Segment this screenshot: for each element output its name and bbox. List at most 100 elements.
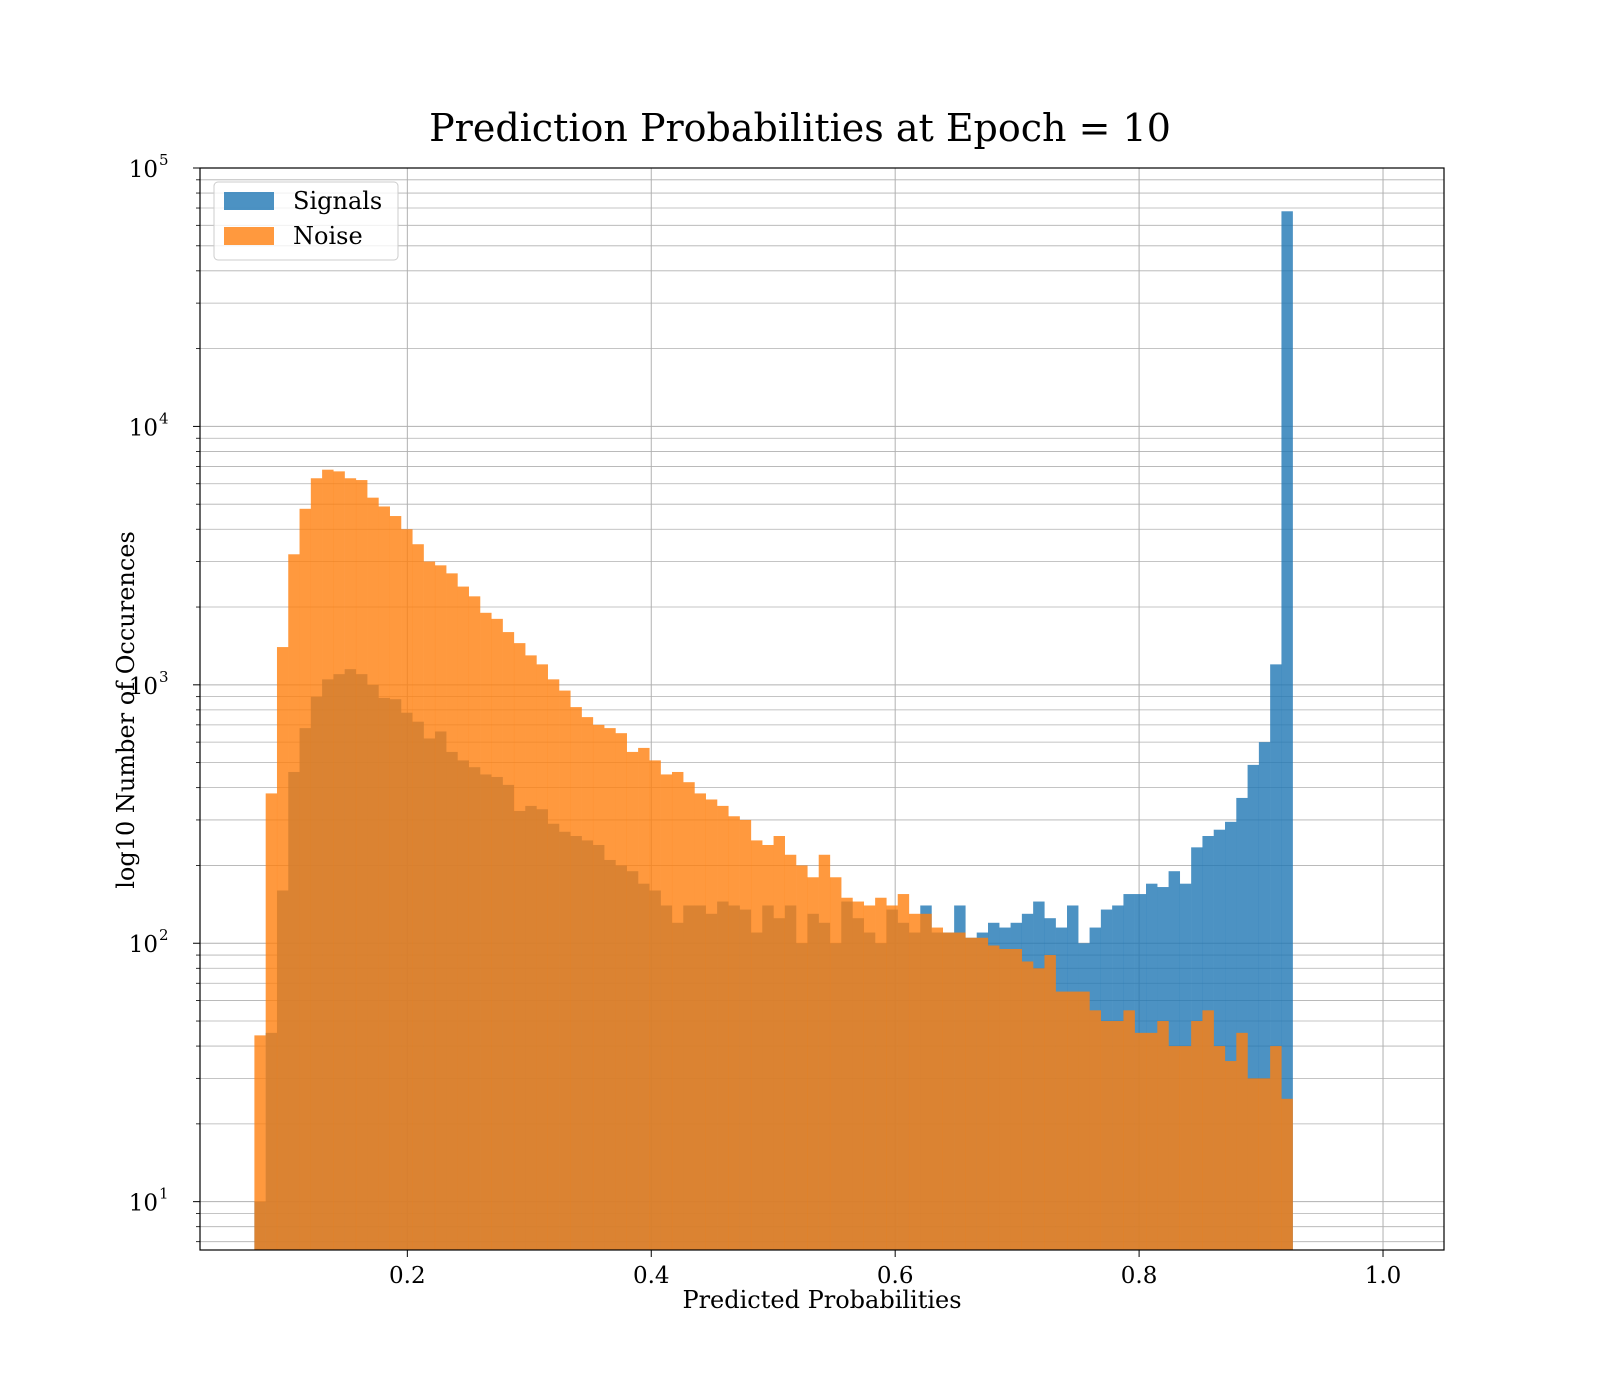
bar-noise xyxy=(423,561,436,1250)
histogram-bars xyxy=(254,211,1293,1251)
bar-noise xyxy=(525,655,537,1250)
x-axis-label: Predicted Probabilities xyxy=(682,1286,961,1314)
bar-signals xyxy=(1258,742,1271,1250)
bar-noise xyxy=(288,554,300,1250)
bar-noise xyxy=(389,516,402,1250)
bar-noise xyxy=(1258,1078,1271,1250)
bar-noise xyxy=(717,805,729,1250)
bar-noise xyxy=(660,774,673,1250)
bar-noise xyxy=(1179,1046,1192,1250)
legend-label-noise: Noise xyxy=(293,222,363,250)
bar-noise xyxy=(1033,968,1045,1250)
bar-noise xyxy=(841,897,853,1250)
bar-noise xyxy=(976,937,989,1250)
bar-noise xyxy=(491,618,503,1250)
bar-noise xyxy=(1225,1061,1237,1250)
bar-noise xyxy=(1270,1046,1282,1250)
bar-noise xyxy=(1123,1010,1135,1250)
bar-noise xyxy=(784,854,797,1250)
x-tick-label: 0.2 xyxy=(389,1263,426,1289)
bar-noise xyxy=(773,836,785,1250)
bar-noise xyxy=(367,497,379,1250)
bar-noise xyxy=(829,877,842,1250)
bar-noise xyxy=(920,913,932,1250)
bar-noise xyxy=(886,905,898,1250)
bar-noise xyxy=(1010,948,1023,1250)
y-tick-label: 10 xyxy=(129,415,158,441)
bar-noise xyxy=(1213,1046,1226,1250)
bar-noise xyxy=(434,565,447,1250)
bar-noise xyxy=(649,760,661,1250)
bar-noise xyxy=(931,927,944,1250)
bar-noise xyxy=(852,901,865,1250)
bar-signals xyxy=(1225,821,1237,1250)
bar-noise xyxy=(1202,1010,1214,1250)
bar-noise xyxy=(965,937,977,1250)
bar-noise xyxy=(536,664,548,1250)
bar-noise xyxy=(457,586,469,1250)
bar-noise xyxy=(694,793,706,1250)
bar-noise xyxy=(728,816,740,1250)
y-tick-exponent: 2 xyxy=(159,926,169,944)
x-tick-label: 0.6 xyxy=(877,1263,914,1289)
bar-noise xyxy=(818,854,831,1250)
bar-noise xyxy=(322,469,334,1250)
bar-noise xyxy=(863,905,876,1250)
bar-noise xyxy=(1134,1032,1147,1250)
bar-noise xyxy=(626,751,639,1250)
bar-noise xyxy=(581,717,594,1250)
bar-noise xyxy=(1168,1046,1181,1250)
y-tick-exponent: 3 xyxy=(159,668,169,686)
bar-noise xyxy=(310,478,323,1250)
x-tick-label: 1.0 xyxy=(1365,1263,1402,1289)
bar-noise xyxy=(875,897,887,1250)
x-tick-label: 0.4 xyxy=(633,1263,670,1289)
plot-frame xyxy=(199,167,1445,1251)
bar-noise xyxy=(333,471,345,1251)
bar-noise xyxy=(750,840,763,1250)
bar-noise xyxy=(908,913,921,1250)
bar-signals xyxy=(1213,829,1226,1250)
bar-noise xyxy=(1157,1021,1169,1250)
bar-noise xyxy=(299,508,311,1250)
bar-noise xyxy=(547,679,560,1250)
bar-noise xyxy=(705,799,718,1250)
bar-noise xyxy=(988,945,1000,1250)
legend-label-signals: Signals xyxy=(293,187,382,215)
bar-noise xyxy=(468,596,481,1250)
bar-noise xyxy=(1100,1021,1113,1250)
bar-noise xyxy=(378,506,390,1251)
bar-noise xyxy=(502,632,515,1250)
bar-noise xyxy=(412,544,424,1250)
bar-noise xyxy=(480,612,492,1250)
bar-noise xyxy=(1067,991,1079,1250)
bar-noise xyxy=(1191,1021,1203,1250)
bar-noise xyxy=(570,707,582,1250)
legend-swatch-signals xyxy=(224,192,274,210)
bar-noise xyxy=(1078,991,1090,1250)
bar-noise xyxy=(592,724,605,1250)
bar-noise xyxy=(683,782,695,1250)
bar-noise xyxy=(671,771,684,1250)
bar-noise xyxy=(1044,955,1056,1250)
bar-noise xyxy=(897,894,910,1250)
y-tick-exponent: 5 xyxy=(159,151,169,169)
y-tick-label: 10 xyxy=(129,1191,158,1217)
bar-noise xyxy=(254,1035,266,1250)
bar-signals xyxy=(1236,797,1248,1250)
y-tick-label: 10 xyxy=(129,157,158,183)
bar-noise xyxy=(1089,1010,1102,1250)
bar-noise xyxy=(615,733,627,1250)
bar-noise xyxy=(513,643,526,1250)
bar-noise xyxy=(1247,1078,1260,1250)
bar-noise xyxy=(1055,991,1068,1250)
bar-noise xyxy=(604,728,616,1250)
y-tick-label: 10 xyxy=(129,674,158,700)
legend-swatch-noise xyxy=(224,227,274,245)
bar-noise xyxy=(796,865,808,1250)
bar-noise xyxy=(1021,961,1034,1250)
bar-signals xyxy=(1270,664,1282,1250)
bar-noise xyxy=(1281,1098,1293,1250)
